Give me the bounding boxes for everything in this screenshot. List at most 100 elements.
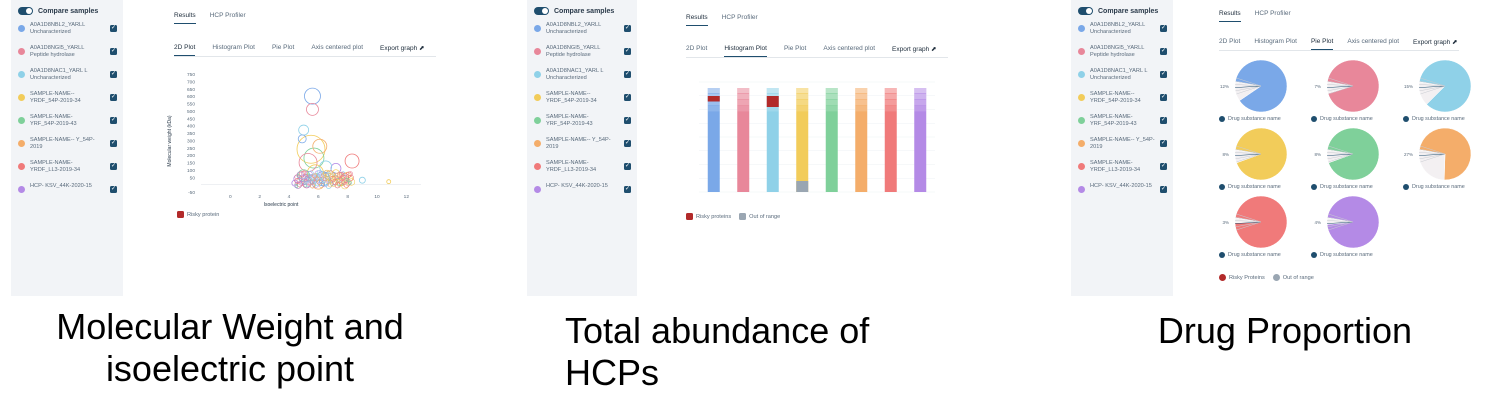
histogram-bar[interactable] (855, 88, 868, 192)
scatter-point[interactable] (296, 171, 304, 179)
compare-samples[interactable]: Compare samples (534, 5, 631, 17)
scatter-point[interactable] (312, 138, 328, 154)
scatter-point[interactable] (336, 172, 343, 179)
sample-item[interactable]: A0A1D8NAC1_YARL L Uncharacterized ✓ (18, 68, 117, 86)
scatter-point[interactable] (304, 87, 321, 105)
compare-samples[interactable]: Compare samples (1078, 5, 1167, 17)
sample-item[interactable]: SAMPLE-NAME-- Y_54P-2019 ✓ (534, 137, 631, 155)
pie-chart[interactable]: 8% (1307, 126, 1387, 184)
scatter-point[interactable] (348, 181, 352, 185)
scatter-point[interactable] (305, 180, 312, 187)
sample-checkbox[interactable]: ✓ (110, 71, 117, 78)
scatter-point[interactable] (319, 183, 324, 188)
scatter-point[interactable] (347, 174, 354, 181)
sample-checkbox[interactable]: ✓ (1160, 140, 1167, 147)
export-graph-button[interactable]: Export graph ⬈ (1413, 39, 1458, 46)
sample-checkbox[interactable]: ✓ (624, 163, 631, 170)
tab-pie-plot[interactable]: Pie Plot (1310, 38, 1334, 50)
histogram-bar[interactable] (884, 88, 897, 192)
sample-item[interactable]: SAMPLE-NAME- YRF_54P-2019-43 ✓ (534, 114, 631, 132)
scatter-point[interactable] (330, 175, 337, 182)
sample-item[interactable]: A0A1D8NBL2_YARLL Uncharacterized ✓ (1078, 22, 1167, 40)
sample-item[interactable]: HCP- KSV_44K-2020-15 ✓ (1078, 183, 1167, 201)
scatter-point[interactable] (323, 169, 331, 178)
sample-checkbox[interactable]: ✓ (110, 163, 117, 170)
scatter-point[interactable] (312, 173, 318, 179)
scatter-point[interactable] (341, 178, 348, 185)
scatter-point[interactable] (316, 170, 323, 177)
export-graph-button[interactable]: Export graph ⬈ (380, 45, 425, 52)
histogram-bar[interactable] (914, 88, 927, 192)
sample-item[interactable]: SAMPLE-NAME-- Y_54P-2019 ✓ (1078, 137, 1167, 155)
scatter-point[interactable] (386, 179, 392, 185)
histogram-bar[interactable] (796, 88, 809, 192)
scatter-point[interactable] (294, 178, 301, 185)
scatter-point[interactable] (298, 171, 305, 178)
sample-checkbox[interactable]: ✓ (1160, 25, 1167, 32)
tab-histogram-plot[interactable]: Histogram Plot (212, 44, 255, 51)
scatter-point[interactable] (344, 153, 360, 169)
sample-item[interactable]: A0A1D8NAC1_YARL L Uncharacterized ✓ (534, 68, 631, 86)
tab-axis-centered-plot[interactable]: Axis centered plot (311, 44, 364, 51)
tab-2d-plot[interactable]: 2D Plot (686, 45, 708, 52)
scatter-point[interactable] (314, 176, 320, 182)
tab-hcp-profiler[interactable]: HCP Profiler (1254, 10, 1291, 17)
scatter-point[interactable] (343, 181, 350, 188)
sample-item[interactable]: A0A1D8NBL2_YARLL Uncharacterized ✓ (18, 22, 117, 40)
sample-item[interactable]: SAMPLE-NAME-- YRDF_54P-2019-34 ✓ (1078, 91, 1167, 109)
sample-checkbox[interactable]: ✓ (1160, 48, 1167, 55)
scatter-point[interactable] (330, 163, 342, 174)
compare-toggle[interactable] (1078, 7, 1093, 15)
scatter-point[interactable] (321, 182, 325, 187)
tab-results[interactable]: Results (174, 12, 196, 24)
scatter-point[interactable] (296, 134, 326, 164)
scatter-point[interactable] (316, 179, 322, 185)
scatter-point[interactable] (303, 147, 325, 169)
sample-item[interactable]: SAMPLE-NAME-- YRDF_54P-2019-34 ✓ (534, 91, 631, 109)
sample-checkbox[interactable]: ✓ (624, 140, 631, 147)
sample-item[interactable]: SAMPLE-NAME- YRDF_LL3-2019-34 ✓ (1078, 160, 1167, 178)
scatter-point[interactable] (321, 176, 328, 183)
scatter-point[interactable] (332, 169, 340, 177)
sample-item[interactable]: SAMPLE-NAME-- Y_54P-2019 ✓ (18, 137, 117, 155)
sample-checkbox[interactable]: ✓ (110, 140, 117, 147)
tab-histogram-plot[interactable]: Histogram Plot (1254, 38, 1297, 45)
tab-axis-centered-plot[interactable]: Axis centered plot (1347, 38, 1400, 45)
sample-checkbox[interactable]: ✓ (1160, 117, 1167, 124)
scatter-point[interactable] (294, 181, 302, 189)
tab-hcp-profiler[interactable]: HCP Profiler (209, 12, 246, 19)
tab-axis-centered-plot[interactable]: Axis centered plot (823, 45, 876, 52)
sample-item[interactable]: HCP- KSV_44K-2020-15 ✓ (18, 183, 117, 201)
tab-2d-plot[interactable]: 2D Plot (1219, 38, 1241, 45)
sample-item[interactable]: SAMPLE-NAME- YRDF_LL3-2019-34 ✓ (18, 160, 117, 178)
pie-chart[interactable]: 15% (1399, 58, 1479, 116)
scatter-point[interactable] (303, 177, 310, 184)
scatter-point[interactable] (314, 180, 321, 187)
tab-results[interactable]: Results (1219, 10, 1241, 22)
sample-item[interactable]: A0A1D8NGI5_YARLL Peptide hydrolase ✓ (18, 45, 117, 63)
sample-checkbox[interactable]: ✓ (1160, 94, 1167, 101)
compare-samples[interactable]: Compare samples (18, 5, 117, 17)
tab-2d-plot[interactable]: 2D Plot (174, 44, 196, 56)
scatter-point[interactable] (298, 124, 310, 136)
sample-item[interactable]: SAMPLE-NAME-- YRDF_54P-2019-34 ✓ (18, 91, 117, 109)
sample-item[interactable]: SAMPLE-NAME- YRF_54P-2019-43 ✓ (18, 114, 117, 132)
histogram-bar[interactable] (707, 88, 720, 192)
sample-checkbox[interactable]: ✓ (624, 117, 631, 124)
sample-checkbox[interactable]: ✓ (624, 48, 631, 55)
scatter-point[interactable] (339, 171, 344, 177)
histogram-bar[interactable] (825, 88, 838, 192)
scatter-point[interactable] (306, 103, 319, 116)
sample-checkbox[interactable]: ✓ (1160, 186, 1167, 193)
sample-checkbox[interactable]: ✓ (110, 186, 117, 193)
pie-chart[interactable]: 27% (1399, 126, 1479, 184)
scatter-point[interactable] (347, 171, 353, 177)
sample-checkbox[interactable]: ✓ (624, 71, 631, 78)
scatter-point[interactable] (297, 134, 307, 144)
scatter-point[interactable] (325, 182, 332, 189)
pie-chart[interactable]: 3% (1215, 194, 1295, 252)
scatter-point[interactable] (312, 176, 319, 183)
sample-checkbox[interactable]: ✓ (110, 48, 117, 55)
sample-checkbox[interactable]: ✓ (624, 94, 631, 101)
scatter-point[interactable] (310, 173, 317, 180)
